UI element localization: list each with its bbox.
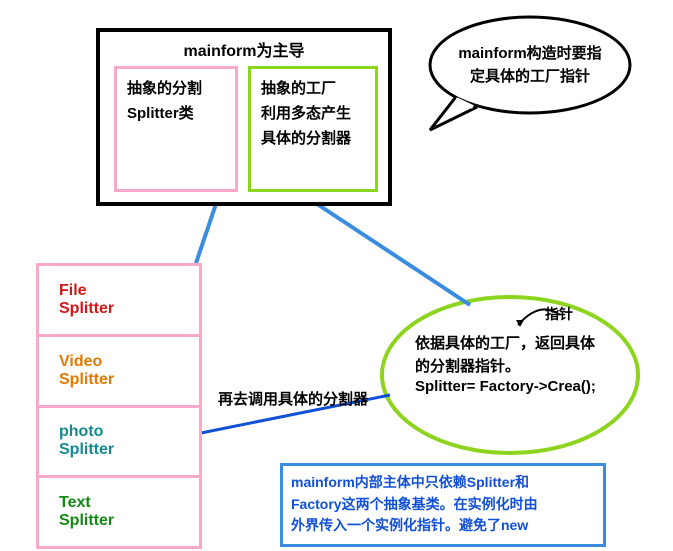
speech-text: mainform构造时要指 定具体的工厂指针 xyxy=(450,42,610,86)
list-item-file: File Splitter xyxy=(39,266,199,337)
list-item-video: Video Splitter xyxy=(39,337,199,408)
summary-l2: Factory这两个抽象基类。在实例化时由 xyxy=(291,494,595,516)
ellipse-text: 指针 依据具体的工厂，返回具体 的分割器指针。 Splitter= Factor… xyxy=(415,332,645,395)
splitter-list: File Splitter Video Splitter photo Split… xyxy=(36,263,202,549)
mainform-title: mainform为主导 xyxy=(100,37,388,61)
splitter-abstract-box: 抽象的分割 Splitter类 xyxy=(114,66,238,192)
splitter-abs-l2: Splitter类 xyxy=(127,102,225,123)
summary-box: mainform内部主体中只依赖Splitter和 Factory这两个抽象基类… xyxy=(280,463,606,547)
summary-l1: mainform内部主体中只依赖Splitter和 xyxy=(291,472,595,494)
edge-list-to-main xyxy=(196,198,218,263)
mid-caption: 再去调用具体的分割器 xyxy=(218,388,368,409)
factory-abs-l1: 抽象的工厂 xyxy=(261,77,365,98)
list-item-text: Text Splitter xyxy=(39,478,199,546)
mainform-box: mainform为主导 抽象的分割 Splitter类 抽象的工厂 利用多态产生… xyxy=(96,28,392,206)
factory-abstract-box: 抽象的工厂 利用多态产生 具体的分割器 xyxy=(248,66,378,192)
list-item-photo: photo Splitter xyxy=(39,408,199,479)
factory-abs-l3: 具体的分割器 xyxy=(261,127,365,148)
pointer-label: 指针 xyxy=(545,304,573,324)
speech-tail xyxy=(430,98,475,130)
splitter-abs-l1: 抽象的分割 xyxy=(127,77,225,98)
factory-abs-l2: 利用多态产生 xyxy=(261,102,365,123)
edge-main-to-ellipse xyxy=(308,198,470,305)
summary-l3: 外界传入一个实例化指针。避免了new xyxy=(291,515,595,537)
